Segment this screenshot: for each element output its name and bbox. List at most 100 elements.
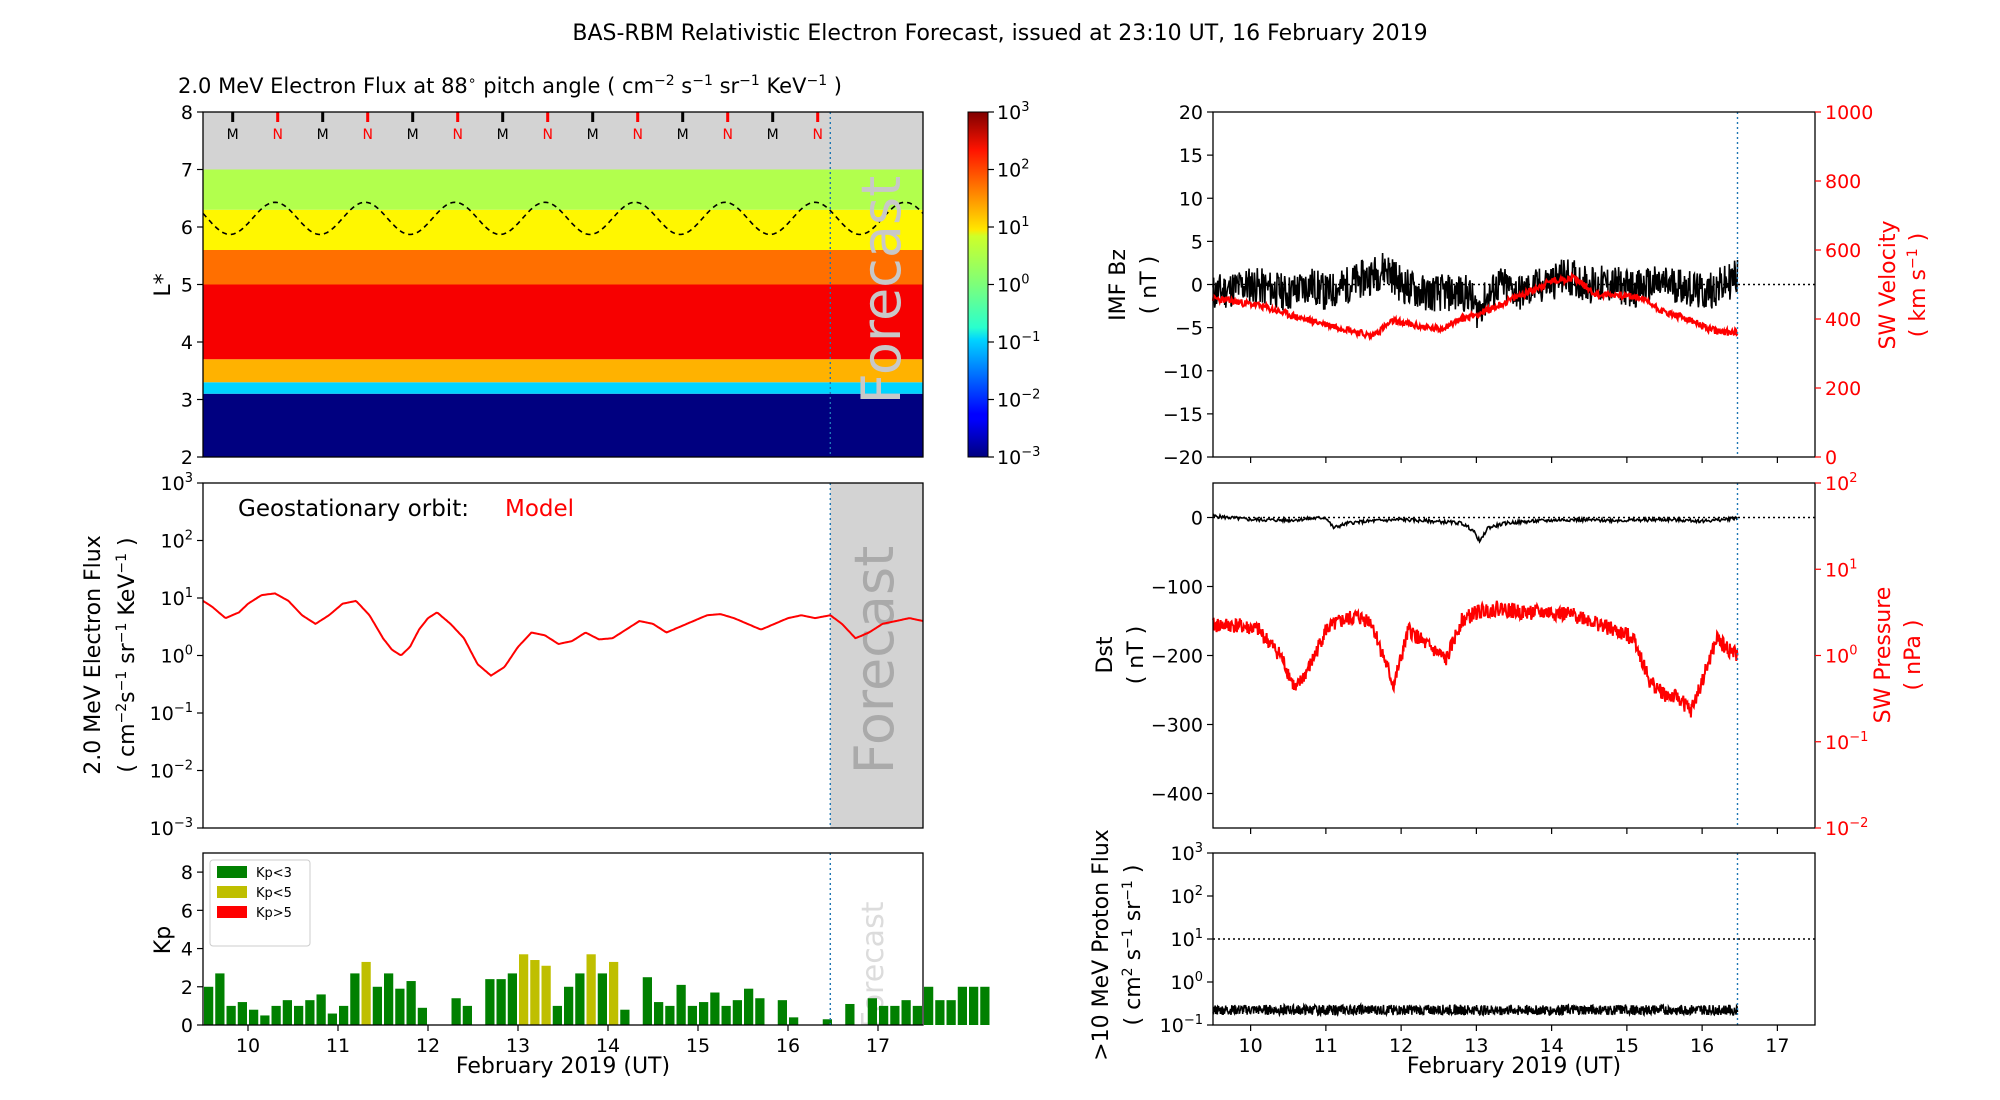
proton-y-tick-label: 102 (1171, 884, 1203, 908)
dst-y-tick-label: 0 (1191, 508, 1203, 530)
kp-bar (249, 1009, 259, 1025)
proton-xlabel: February 2019 (UT) (1407, 1054, 1621, 1079)
kp-bar (339, 1005, 349, 1025)
kp-bar (226, 1005, 236, 1025)
dst-y-tick-label: −200 (1151, 646, 1203, 668)
noon-marker: N (812, 127, 822, 143)
midnight-marker: M (767, 127, 779, 143)
kp-bar (642, 977, 652, 1025)
kp-bar (372, 986, 382, 1025)
kp-bar (957, 986, 967, 1025)
proton-plot-area (1212, 853, 1815, 1025)
lstar-title: 2.0 MeV Electron Flux at 88∘ pitch angle… (178, 73, 842, 98)
kp-bar (564, 986, 574, 1025)
imf-y-tick-label: −10 (1163, 361, 1203, 383)
sw-pressure-line (1212, 600, 1739, 718)
imf-plot-area (1211, 112, 1815, 457)
kp-bar (732, 1000, 742, 1025)
kp-bar (721, 1005, 731, 1025)
sw-velocity-tick-label: 600 (1825, 240, 1861, 262)
kp-bar (260, 1015, 270, 1025)
proton-ylabel-line1: >10 MeV Proton Flux (1089, 829, 1114, 1061)
kp-x-tick-label: 15 (686, 1035, 710, 1057)
kp-legend-swatch-red (217, 906, 247, 918)
dst-plot-area (1212, 483, 1815, 828)
sw-velocity-tick-label: 400 (1825, 309, 1861, 331)
kp-bar (271, 1005, 281, 1025)
lstar-flux-band-4 (203, 250, 923, 285)
kp-bar (361, 961, 371, 1025)
kp-x-tick-label: 16 (776, 1035, 800, 1057)
colorbar-tick-label: 10−1 (997, 330, 1040, 354)
kp-bar (507, 973, 517, 1025)
kp-legend-label-green: Kp<3 (256, 866, 292, 881)
midnight-marker: M (407, 127, 419, 143)
figure-title: BAS-RBM Relativistic Electron Forecast, … (572, 21, 1427, 46)
colorbar-tick-label: 10−3 (997, 445, 1040, 469)
kp-bar (924, 986, 934, 1025)
kp-legend-frame (209, 859, 311, 947)
kp-bar (890, 1005, 900, 1025)
kp-bar (496, 979, 506, 1025)
imf-y-tick-label: 0 (1191, 275, 1203, 297)
colorbar-tick-label: 102 (997, 158, 1029, 182)
kp-bar (935, 1000, 945, 1025)
kp-bar (462, 1005, 472, 1025)
lstar-forecast-label: Forecast (850, 176, 913, 405)
geo-panel: Forecast 103 102 101 100 10−1 10−2 10−3 Geosta… (81, 471, 924, 840)
dst-ylabel-line2: ( nT ) (1124, 626, 1149, 685)
proton-x-tick-label: 12 (1389, 1035, 1413, 1057)
dst-y-tick-label: −100 (1151, 577, 1203, 599)
proton-y-tick-label: 101 (1171, 927, 1203, 951)
sw-pressure-label-line2: ( nPa ) (1901, 620, 1926, 691)
colorbar-tick-label: 100 (997, 273, 1029, 297)
kp-bar (406, 981, 416, 1025)
proton-y-tick-label: 10−1 (1160, 1013, 1203, 1037)
lstar-flux-band-6 (203, 169, 923, 210)
lstar-flux-band-1 (203, 382, 923, 394)
kp-x-tick-label: 12 (416, 1035, 440, 1057)
kp-bar (294, 1005, 304, 1025)
imf-y-tick-label: −15 (1163, 404, 1203, 426)
colorbar-tick-label: 101 (997, 215, 1029, 239)
imf-y-tick-label: 15 (1179, 145, 1203, 167)
kp-bar (687, 1005, 697, 1025)
proton-x-tick-label: 13 (1464, 1035, 1488, 1057)
proton-y-ticks: 103 102 101 100 10−1 (1160, 841, 1213, 1037)
kp-x-ticks: 10 11 12 13 14 15 16 17 (236, 1025, 890, 1057)
lstar-flux-band-5 (203, 209, 923, 250)
kp-y-tick-label: 0 (181, 1015, 193, 1037)
noon-marker: N (542, 127, 552, 143)
proton-x-ticks: 10 11 12 13 14 15 16 17 (1239, 1025, 1789, 1057)
geo-annotation-model: Model (505, 496, 574, 522)
imf-y-tick-label: −5 (1175, 318, 1203, 340)
kp-bar (845, 1003, 855, 1025)
dst-y-tick-label: −300 (1151, 715, 1203, 737)
sw-velocity-tick-label: 1000 (1825, 102, 1873, 124)
lstar-flux-band-0 (203, 393, 923, 457)
geo-y-tick-label: 102 (161, 529, 193, 553)
kp-bar (327, 1013, 337, 1025)
imf-y-tick-label: 5 (1191, 231, 1203, 253)
kp-x-tick-label: 14 (596, 1035, 620, 1057)
kp-bar (530, 960, 540, 1025)
kp-bar (901, 1000, 911, 1025)
imf-y-tick-label: −20 (1163, 447, 1203, 469)
imf-ylabel-line1: IMF Bz (1106, 249, 1131, 321)
kp-bar (316, 994, 326, 1025)
geo-y-tick-label: 10−2 (150, 759, 193, 783)
kp-bar (384, 973, 394, 1025)
sw-pressure-tick-label: 100 (1825, 644, 1857, 668)
dst-ylabel-line1: Dst (1093, 636, 1118, 673)
geo-forecast-shade (830, 483, 923, 828)
kp-bar (237, 1002, 247, 1025)
noon-marker: N (362, 127, 372, 143)
lstar-y-ticks: 2 3 4 5 6 7 8 (181, 102, 203, 469)
kp-bar (620, 1009, 630, 1025)
dst-y-tick-label: −400 (1151, 784, 1203, 806)
lstar-y-tick-label: 6 (181, 217, 193, 239)
kp-bar (609, 961, 619, 1025)
geo-y-tick-label: 103 (161, 471, 193, 495)
kp-bar (676, 984, 686, 1025)
geo-forecast-label: Forecast (843, 546, 906, 775)
